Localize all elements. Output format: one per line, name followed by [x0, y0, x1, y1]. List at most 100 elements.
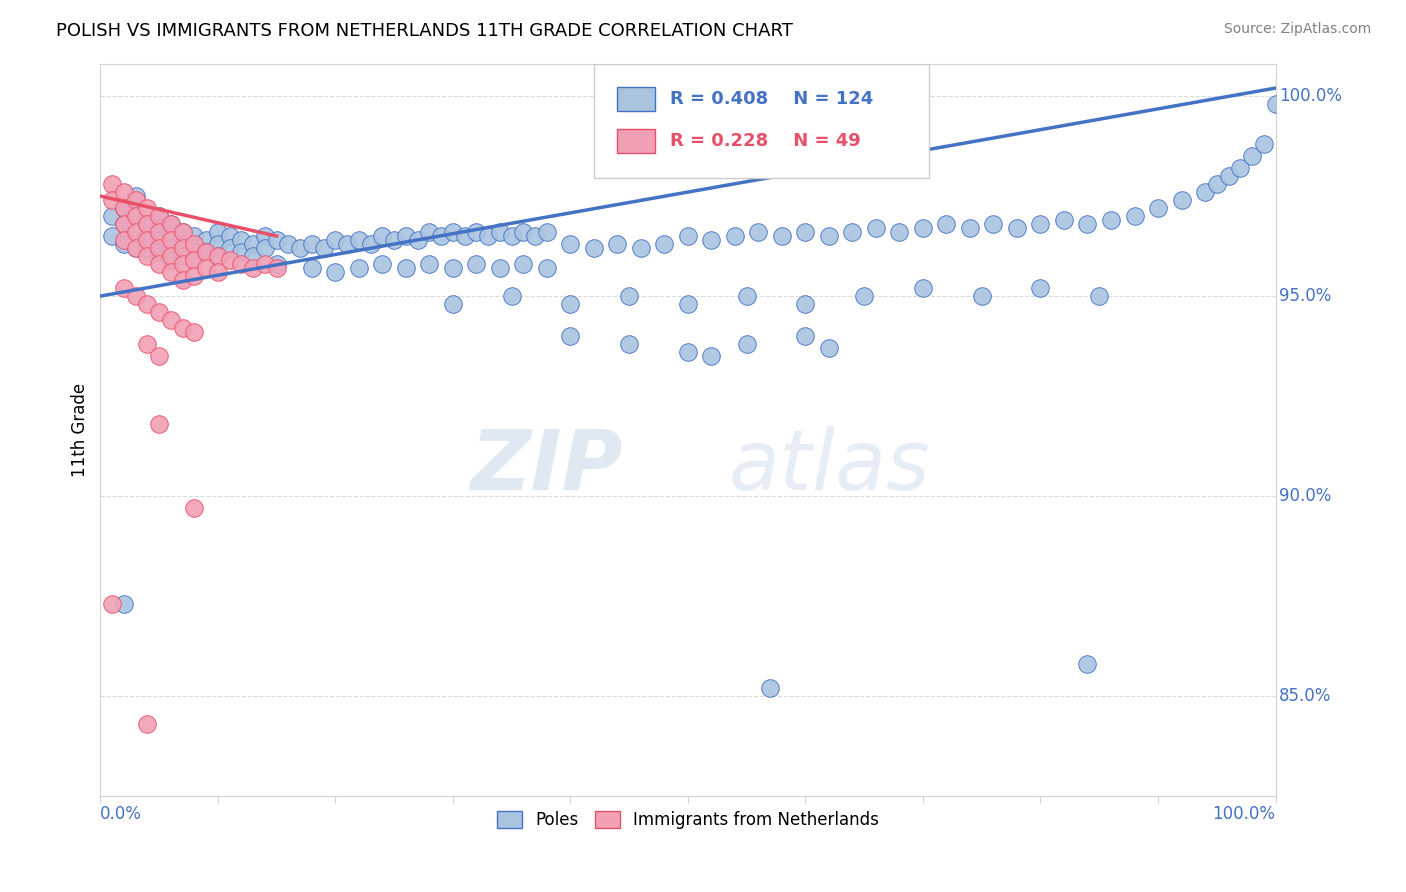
- Point: [160, 241, 183, 255]
- Text: POLISH VS IMMIGRANTS FROM NETHERLANDS 11TH GRADE CORRELATION CHART: POLISH VS IMMIGRANTS FROM NETHERLANDS 11…: [56, 22, 793, 40]
- Point: [183, 325, 205, 339]
- Point: [253, 241, 276, 255]
- Point: [112, 217, 135, 231]
- Point: [195, 245, 218, 260]
- Point: [735, 337, 758, 351]
- Point: [1005, 221, 1028, 235]
- Point: [112, 281, 135, 295]
- Point: [1053, 213, 1076, 227]
- Point: [794, 329, 817, 343]
- Point: [911, 221, 934, 235]
- Point: [288, 241, 311, 255]
- Point: [136, 233, 159, 247]
- Point: [630, 241, 652, 255]
- Point: [465, 225, 488, 239]
- Point: [124, 209, 146, 223]
- Point: [524, 229, 547, 244]
- Point: [231, 245, 253, 260]
- Point: [172, 225, 194, 239]
- Point: [700, 233, 723, 247]
- Point: [266, 233, 288, 247]
- Point: [136, 201, 159, 215]
- Point: [136, 297, 159, 311]
- Point: [242, 237, 264, 252]
- Point: [325, 265, 347, 279]
- Point: [477, 229, 499, 244]
- Point: [489, 225, 512, 239]
- Text: 90.0%: 90.0%: [1279, 487, 1331, 505]
- Point: [148, 233, 170, 247]
- Point: [489, 261, 512, 276]
- Point: [160, 233, 183, 247]
- Point: [160, 253, 183, 268]
- Point: [124, 225, 146, 239]
- Point: [195, 233, 218, 247]
- Point: [183, 253, 205, 268]
- Point: [582, 241, 605, 255]
- Point: [112, 217, 135, 231]
- Point: [395, 261, 418, 276]
- Point: [160, 217, 183, 231]
- Point: [195, 245, 218, 260]
- Point: [231, 257, 253, 271]
- Point: [136, 229, 159, 244]
- Point: [183, 253, 205, 268]
- Point: [700, 349, 723, 363]
- Point: [218, 241, 240, 255]
- Point: [983, 217, 1005, 231]
- Point: [1240, 149, 1263, 163]
- FancyBboxPatch shape: [593, 64, 929, 178]
- Text: 100.0%: 100.0%: [1279, 87, 1343, 105]
- Point: [148, 241, 170, 255]
- Point: [560, 297, 582, 311]
- Point: [724, 229, 747, 244]
- Point: [148, 349, 170, 363]
- Point: [770, 229, 793, 244]
- Point: [853, 289, 876, 303]
- Point: [231, 233, 253, 247]
- Point: [1147, 201, 1170, 215]
- Point: [453, 229, 475, 244]
- Point: [218, 229, 240, 244]
- Point: [676, 297, 699, 311]
- Point: [1123, 209, 1146, 223]
- Point: [172, 225, 194, 239]
- Point: [101, 177, 124, 191]
- Point: [148, 257, 170, 271]
- Point: [970, 289, 993, 303]
- Point: [818, 341, 841, 355]
- FancyBboxPatch shape: [617, 87, 655, 111]
- Point: [172, 237, 194, 252]
- Point: [124, 189, 146, 203]
- Point: [1170, 193, 1192, 207]
- Point: [676, 229, 699, 244]
- Point: [136, 217, 159, 231]
- Point: [865, 221, 887, 235]
- Point: [794, 297, 817, 311]
- Point: [347, 261, 370, 276]
- Point: [136, 717, 159, 731]
- Point: [160, 313, 183, 327]
- Point: [395, 229, 418, 244]
- Point: [112, 233, 135, 247]
- Point: [818, 229, 841, 244]
- Point: [112, 185, 135, 199]
- Point: [124, 225, 146, 239]
- Point: [242, 249, 264, 263]
- Point: [124, 241, 146, 255]
- Point: [253, 229, 276, 244]
- Legend: Poles, Immigrants from Netherlands: Poles, Immigrants from Netherlands: [491, 804, 886, 835]
- Text: R = 0.408    N = 124: R = 0.408 N = 124: [671, 90, 873, 108]
- Point: [183, 237, 205, 252]
- Point: [841, 225, 863, 239]
- Point: [148, 245, 170, 260]
- Point: [382, 233, 405, 247]
- Point: [406, 233, 429, 247]
- Text: ZIP: ZIP: [471, 426, 623, 508]
- Point: [124, 209, 146, 223]
- FancyBboxPatch shape: [617, 129, 655, 153]
- Point: [654, 237, 676, 252]
- Point: [336, 237, 359, 252]
- Point: [889, 225, 911, 239]
- Point: [1264, 97, 1286, 112]
